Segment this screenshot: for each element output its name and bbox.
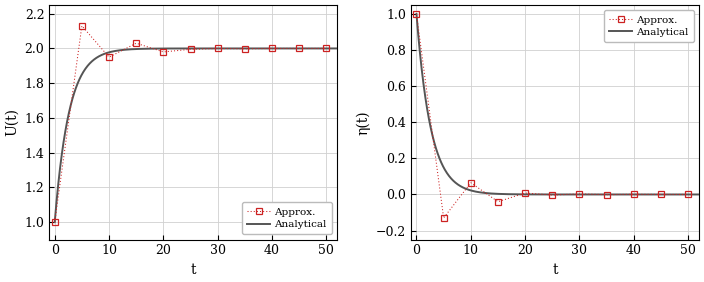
Analytical: [68, 98, 76, 102]
X-axis label: t: t: [552, 263, 558, 277]
Analytical: [51, 221, 59, 224]
Approx.: [629, 193, 638, 196]
Analytical: [222, 47, 230, 50]
Legend: Approx., Analytical: Approx., Analytical: [242, 202, 332, 234]
Approx.: [268, 47, 276, 50]
Line: Analytical: Analytical: [417, 14, 699, 195]
Analytical: [294, 47, 302, 50]
Analytical: [695, 193, 703, 196]
Approx.: [187, 48, 195, 51]
Analytical: [584, 193, 592, 196]
Analytical: [429, 139, 438, 142]
Approx.: [494, 200, 502, 203]
Approx.: [159, 50, 168, 54]
Y-axis label: η(t): η(t): [356, 110, 370, 135]
Analytical: [627, 193, 635, 196]
Analytical: [265, 47, 273, 50]
Approx.: [241, 47, 249, 50]
Approx.: [575, 192, 584, 196]
Approx.: [322, 47, 331, 50]
Approx.: [51, 221, 59, 224]
Analytical: [592, 193, 601, 196]
Approx.: [603, 193, 611, 196]
Approx.: [105, 56, 113, 59]
Approx.: [657, 193, 665, 196]
Approx.: [439, 216, 448, 220]
Approx.: [295, 47, 303, 50]
Approx.: [77, 24, 86, 28]
Analytical: [230, 47, 239, 50]
Legend: Approx., Analytical: Approx., Analytical: [604, 10, 693, 42]
Line: Analytical: Analytical: [55, 49, 337, 222]
Analytical: [215, 47, 223, 50]
Approx.: [684, 193, 692, 196]
Analytical: [413, 12, 421, 16]
Approx.: [548, 193, 557, 197]
Approx.: [413, 12, 421, 16]
Analytical: [333, 47, 341, 50]
Analytical: [577, 193, 585, 196]
Approx.: [213, 47, 222, 50]
Y-axis label: U(t): U(t): [5, 108, 19, 136]
Approx.: [521, 191, 529, 195]
Approx.: [467, 181, 475, 184]
Analytical: [655, 193, 664, 196]
Approx.: [132, 41, 140, 45]
Line: Approx.: Approx.: [51, 23, 329, 225]
Line: Approx.: Approx.: [413, 11, 691, 221]
X-axis label: t: t: [191, 263, 196, 277]
